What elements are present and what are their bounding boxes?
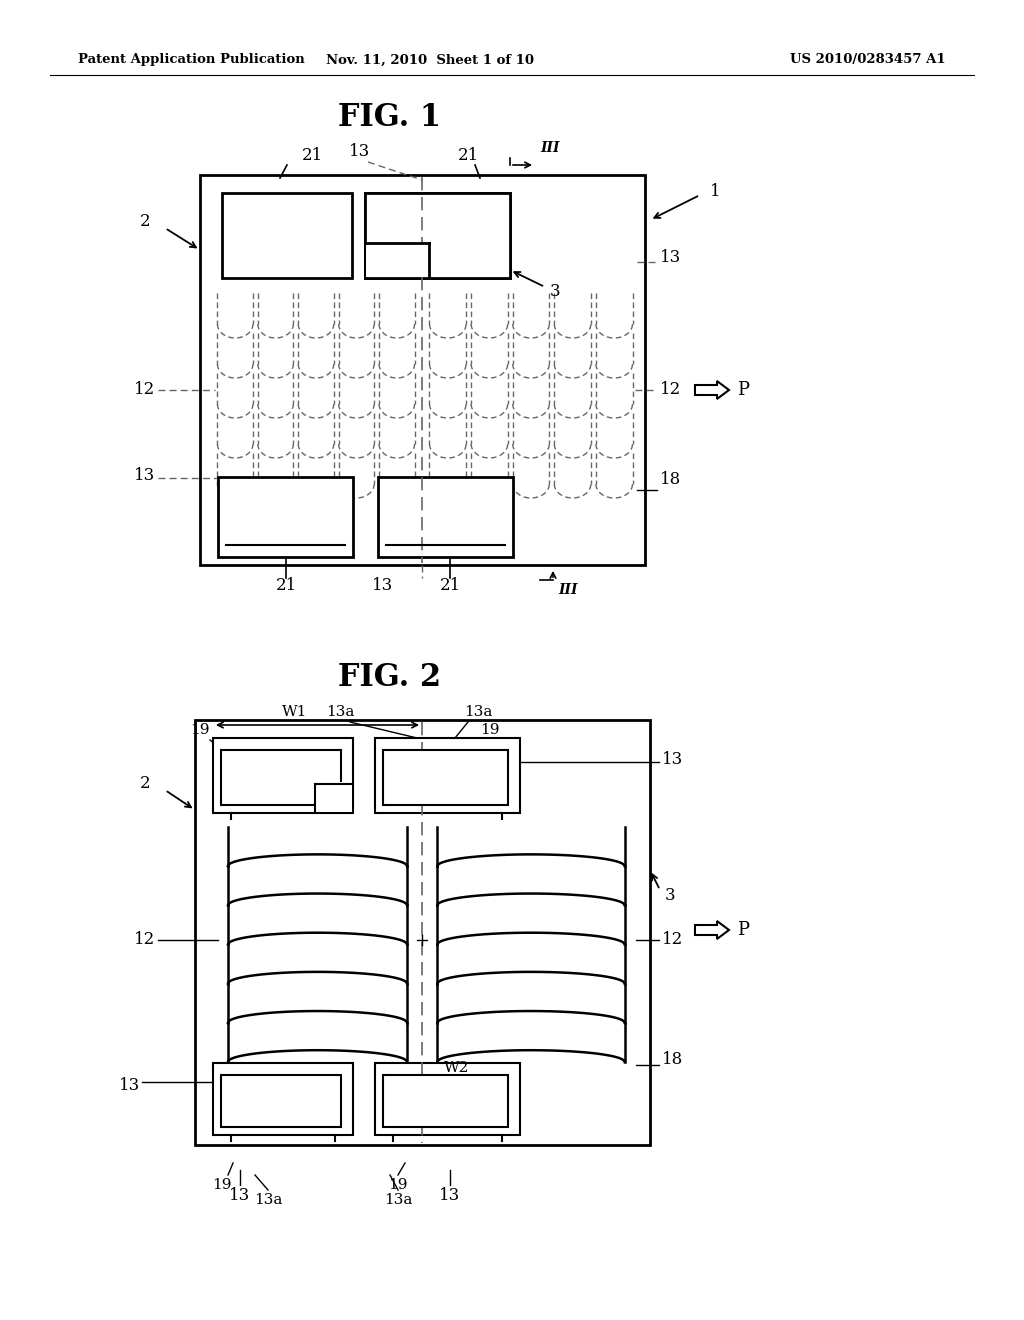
Text: 13a: 13a [464, 705, 493, 719]
Bar [221, 1074, 341, 1127]
Text: 19: 19 [388, 1177, 408, 1192]
Text: 2: 2 [140, 214, 151, 231]
Bar [222, 193, 352, 279]
Text: 13: 13 [439, 1187, 461, 1204]
Text: Patent Application Publication: Patent Application Publication [78, 54, 305, 66]
Text: 13: 13 [349, 144, 371, 161]
Text: 1: 1 [710, 183, 721, 201]
Text: P: P [737, 921, 749, 939]
Text: Nov. 11, 2010  Sheet 1 of 10: Nov. 11, 2010 Sheet 1 of 10 [326, 54, 534, 66]
Text: 21: 21 [275, 578, 297, 594]
Text: 21: 21 [301, 147, 323, 164]
Bar [365, 193, 510, 279]
Text: 18: 18 [660, 471, 681, 488]
Bar [195, 719, 650, 1144]
Text: 13: 13 [229, 1187, 251, 1204]
Text: W2: W2 [444, 1061, 469, 1074]
Bar [365, 193, 510, 279]
Text: 13a: 13a [254, 1193, 283, 1206]
Text: FIG. 2: FIG. 2 [339, 663, 441, 693]
Text: 19: 19 [480, 723, 500, 737]
Text: 13: 13 [134, 467, 155, 484]
Text: 13a: 13a [326, 705, 354, 719]
Bar [375, 1063, 520, 1135]
Bar [213, 1063, 353, 1135]
Text: 2: 2 [140, 776, 151, 792]
Text: 19: 19 [212, 1177, 231, 1192]
Bar [221, 750, 341, 805]
Bar [213, 738, 353, 813]
Text: 3: 3 [665, 887, 676, 903]
Text: W1: W1 [283, 705, 307, 719]
Bar [378, 477, 513, 557]
Bar [314, 781, 352, 812]
Text: 21: 21 [439, 578, 461, 594]
Bar [366, 244, 429, 277]
Text: III: III [540, 141, 559, 154]
Text: 12: 12 [660, 381, 681, 399]
Text: 13: 13 [119, 1077, 140, 1093]
Bar [200, 176, 645, 565]
Polygon shape [695, 381, 729, 399]
Text: 12: 12 [134, 381, 155, 399]
Text: 12: 12 [662, 932, 683, 949]
Text: III: III [558, 583, 578, 597]
Bar [383, 750, 508, 805]
Polygon shape [695, 921, 729, 939]
Text: 13: 13 [373, 577, 393, 594]
Text: US 2010/0283457 A1: US 2010/0283457 A1 [791, 54, 946, 66]
Text: 21: 21 [458, 147, 478, 164]
Text: FIG. 1: FIG. 1 [339, 103, 441, 133]
Text: 13a: 13a [384, 1193, 413, 1206]
Text: 13: 13 [662, 751, 683, 768]
Text: 13: 13 [660, 249, 681, 267]
Text: 12: 12 [134, 932, 155, 949]
Text: 18: 18 [662, 1052, 683, 1068]
Bar [218, 477, 353, 557]
Text: 3: 3 [550, 284, 560, 301]
Text: 19: 19 [190, 723, 210, 737]
Bar [383, 1074, 508, 1127]
Bar [375, 738, 520, 813]
Text: P: P [737, 381, 749, 399]
